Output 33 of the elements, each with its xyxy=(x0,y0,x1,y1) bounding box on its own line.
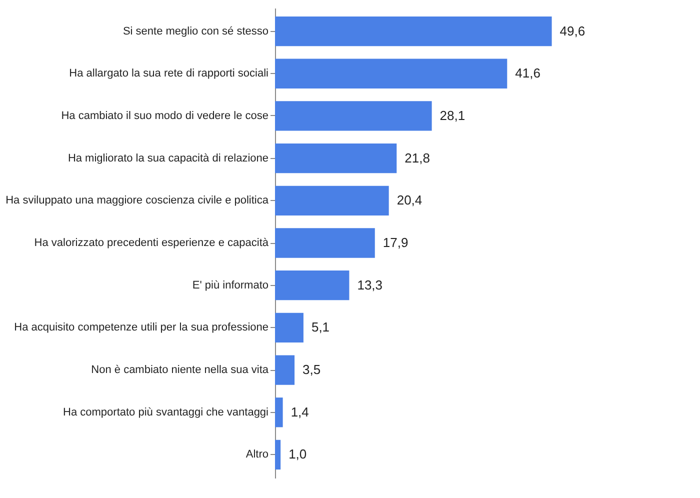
data-label: 5,1 xyxy=(311,320,330,335)
data-label: 13,3 xyxy=(357,277,383,292)
y-tick-label: Ha comportato più svantaggi che vantaggi xyxy=(63,406,268,418)
bar xyxy=(275,16,552,46)
bar xyxy=(275,398,283,428)
bar xyxy=(275,440,281,470)
data-label: 41,6 xyxy=(515,66,540,81)
data-label: 20,4 xyxy=(396,192,422,208)
bar xyxy=(275,101,432,131)
data-label: 17,9 xyxy=(382,235,408,250)
y-tick-label: Ha allargato la sua rete di rapporti sociali xyxy=(69,68,268,80)
bar xyxy=(275,58,508,88)
y-tick-label: Ha acquisito competenze utili per la sua professione xyxy=(14,322,268,334)
bar xyxy=(275,270,350,300)
data-label: 28,1 xyxy=(440,108,466,123)
y-tick-label: Si sente meglio con sé stesso xyxy=(122,25,268,38)
bar xyxy=(275,312,304,343)
data-label: 21,8 xyxy=(404,150,430,166)
data-label: 3,5 xyxy=(302,362,321,378)
y-tick-label: Non è cambiato niente nella sua vita xyxy=(91,364,270,376)
bar xyxy=(275,355,295,385)
data-label: 1,0 xyxy=(288,446,307,462)
y-tick-label: E' più informato xyxy=(192,279,268,292)
y-tick-label: Ha sviluppato una maggiore coscienza civile e politica xyxy=(6,194,270,207)
data-label: 1,4 xyxy=(290,404,309,420)
data-label: 49,6 xyxy=(560,23,586,38)
bar xyxy=(275,228,375,258)
y-tick-label: Altro xyxy=(246,448,268,461)
bar xyxy=(275,143,397,174)
y-tick-label: Ha cambiato il suo modo di vedere le cose xyxy=(61,110,268,122)
bar xyxy=(275,186,389,216)
y-tick-label: Ha migliorato la sua capacità di relazione xyxy=(68,152,268,164)
y-tick-label: Ha valorizzato precedenti esperienze e capacità xyxy=(34,237,270,249)
